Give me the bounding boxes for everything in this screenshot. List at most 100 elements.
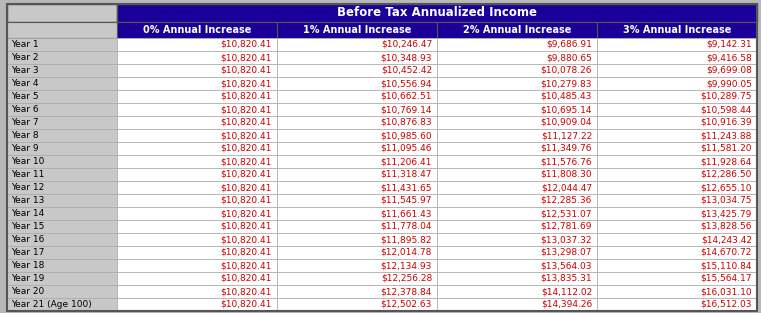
Bar	[277, 233, 437, 246]
Text: $11,581.20: $11,581.20	[700, 144, 752, 153]
Bar	[437, 129, 597, 142]
Bar	[117, 4, 757, 22]
Text: $10,820.41: $10,820.41	[221, 222, 272, 231]
Text: $10,820.41: $10,820.41	[221, 118, 272, 127]
Text: 1% Annual Increase: 1% Annual Increase	[303, 25, 411, 35]
Text: $9,686.91: $9,686.91	[546, 40, 592, 49]
Bar	[117, 207, 277, 220]
Text: Year 13: Year 13	[11, 196, 44, 205]
Bar	[117, 103, 277, 116]
Text: $15,110.84: $15,110.84	[700, 261, 752, 270]
Bar	[7, 194, 117, 207]
Text: $10,820.41: $10,820.41	[221, 131, 272, 140]
Bar	[7, 4, 117, 22]
Bar	[437, 38, 597, 51]
Bar	[437, 116, 597, 129]
Text: $12,531.07: $12,531.07	[540, 209, 592, 218]
Bar	[277, 77, 437, 90]
Text: $11,095.46: $11,095.46	[380, 144, 432, 153]
Bar	[7, 298, 117, 311]
Text: $9,416.58: $9,416.58	[706, 53, 752, 62]
Text: Year 6: Year 6	[11, 105, 39, 114]
Text: $13,037.32: $13,037.32	[540, 235, 592, 244]
Bar	[117, 259, 277, 272]
Text: $10,820.41: $10,820.41	[221, 196, 272, 205]
Bar	[597, 181, 757, 194]
Bar	[277, 155, 437, 168]
Bar	[437, 194, 597, 207]
Bar	[117, 155, 277, 168]
Text: $11,895.82: $11,895.82	[380, 235, 432, 244]
Text: $11,808.30: $11,808.30	[540, 170, 592, 179]
Bar	[437, 64, 597, 77]
Bar	[117, 51, 277, 64]
Text: $10,909.04: $10,909.04	[540, 118, 592, 127]
Bar	[7, 129, 117, 142]
Bar	[277, 22, 437, 38]
Text: $11,318.47: $11,318.47	[380, 170, 432, 179]
Bar	[597, 38, 757, 51]
Bar	[277, 51, 437, 64]
Text: Year 19: Year 19	[11, 274, 44, 283]
Text: $10,820.41: $10,820.41	[221, 274, 272, 283]
Bar	[277, 103, 437, 116]
Text: $9,990.05: $9,990.05	[706, 79, 752, 88]
Bar	[117, 168, 277, 181]
Text: $9,880.65: $9,880.65	[546, 53, 592, 62]
Bar	[277, 194, 437, 207]
Text: $10,820.41: $10,820.41	[221, 105, 272, 114]
Bar	[117, 38, 277, 51]
Bar	[7, 155, 117, 168]
Text: $13,564.03: $13,564.03	[540, 261, 592, 270]
Bar	[597, 155, 757, 168]
Bar	[597, 298, 757, 311]
Text: $11,127.22: $11,127.22	[541, 131, 592, 140]
Bar	[7, 90, 117, 103]
Bar	[7, 51, 117, 64]
Bar	[437, 285, 597, 298]
Text: $12,014.78: $12,014.78	[380, 248, 432, 257]
Text: $10,246.47: $10,246.47	[380, 40, 432, 49]
Bar	[277, 181, 437, 194]
Bar	[7, 181, 117, 194]
Bar	[597, 207, 757, 220]
Text: Year 14: Year 14	[11, 209, 44, 218]
Bar	[597, 246, 757, 259]
Text: $10,985.60: $10,985.60	[380, 131, 432, 140]
Bar	[437, 103, 597, 116]
Bar	[277, 90, 437, 103]
Bar	[7, 233, 117, 246]
Bar	[7, 38, 117, 51]
Bar	[277, 207, 437, 220]
Bar	[7, 259, 117, 272]
Text: Year 3: Year 3	[11, 66, 39, 75]
Bar	[7, 116, 117, 129]
Bar	[7, 142, 117, 155]
Text: $12,044.47: $12,044.47	[541, 183, 592, 192]
Text: $14,243.42: $14,243.42	[701, 235, 752, 244]
Text: $10,820.41: $10,820.41	[221, 79, 272, 88]
Text: $11,243.88: $11,243.88	[701, 131, 752, 140]
Text: $10,662.51: $10,662.51	[380, 92, 432, 101]
Text: $12,378.84: $12,378.84	[380, 287, 432, 296]
Text: $12,134.93: $12,134.93	[380, 261, 432, 270]
Text: $9,699.08: $9,699.08	[706, 66, 752, 75]
Text: $16,031.10: $16,031.10	[700, 287, 752, 296]
Bar	[597, 129, 757, 142]
Bar	[117, 64, 277, 77]
Bar	[7, 168, 117, 181]
Bar	[597, 220, 757, 233]
Text: Year 4: Year 4	[11, 79, 39, 88]
Text: $11,545.97: $11,545.97	[380, 196, 432, 205]
Bar	[437, 142, 597, 155]
Text: $12,286.50: $12,286.50	[701, 170, 752, 179]
Bar	[597, 233, 757, 246]
Text: 0% Annual Increase: 0% Annual Increase	[143, 25, 251, 35]
Text: $10,820.41: $10,820.41	[221, 144, 272, 153]
Bar	[597, 77, 757, 90]
Text: $13,828.56: $13,828.56	[700, 222, 752, 231]
Bar	[597, 90, 757, 103]
Bar	[597, 285, 757, 298]
Text: Year 21 (Age 100): Year 21 (Age 100)	[11, 300, 92, 309]
Text: 2% Annual Increase: 2% Annual Increase	[463, 25, 572, 35]
